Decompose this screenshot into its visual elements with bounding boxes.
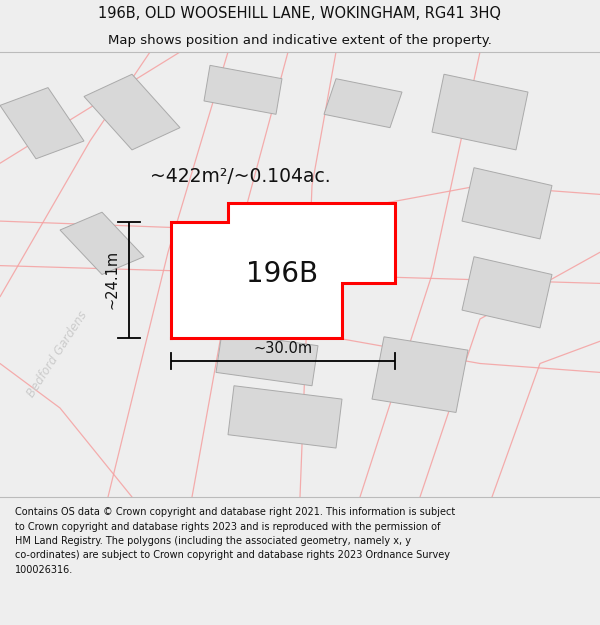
- Text: Bedford Gardens: Bedford Gardens: [25, 309, 89, 400]
- Polygon shape: [171, 203, 395, 338]
- Polygon shape: [84, 74, 180, 150]
- Text: ~422m²/~0.104ac.: ~422m²/~0.104ac.: [149, 167, 331, 186]
- Polygon shape: [204, 66, 282, 114]
- Polygon shape: [228, 386, 342, 448]
- Text: 196B, OLD WOOSEHILL LANE, WOKINGHAM, RG41 3HQ: 196B, OLD WOOSEHILL LANE, WOKINGHAM, RG4…: [98, 6, 502, 21]
- Text: 196B: 196B: [246, 261, 318, 289]
- Text: ~30.0m: ~30.0m: [253, 341, 313, 356]
- Polygon shape: [60, 213, 144, 274]
- Polygon shape: [0, 88, 84, 159]
- Polygon shape: [432, 74, 528, 150]
- Polygon shape: [216, 332, 318, 386]
- Polygon shape: [324, 79, 402, 128]
- Text: Map shows position and indicative extent of the property.: Map shows position and indicative extent…: [108, 34, 492, 47]
- Text: ~24.1m: ~24.1m: [105, 250, 120, 309]
- Text: Contains OS data © Crown copyright and database right 2021. This information is : Contains OS data © Crown copyright and d…: [15, 508, 455, 575]
- Polygon shape: [462, 257, 552, 328]
- Polygon shape: [372, 337, 468, 412]
- Polygon shape: [462, 168, 552, 239]
